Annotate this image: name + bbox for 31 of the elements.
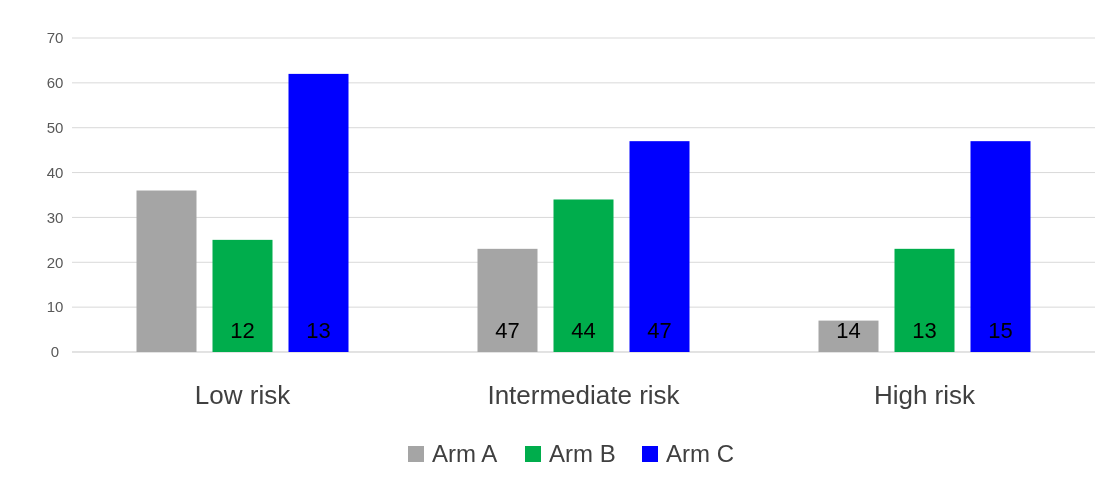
annotation: 15 — [988, 317, 1013, 343]
annotation: 44 — [571, 317, 596, 343]
bar — [288, 73, 349, 352]
bar — [894, 248, 955, 352]
bar — [212, 239, 273, 352]
x-tick-label: High risk — [873, 380, 977, 411]
annotation: 47 — [647, 317, 672, 343]
annotation: 47 — [495, 317, 520, 343]
y-tick-label: 50 — [46, 118, 64, 136]
annotation: 12 — [230, 317, 255, 343]
legend-label: Arm A — [432, 440, 498, 468]
y-tick-label: 40 — [46, 163, 64, 181]
legend-label: Arm C — [666, 440, 734, 468]
annotation: 13 — [912, 317, 937, 343]
x-tick-label: Low risk — [194, 380, 292, 411]
y-tick-label: 60 — [46, 74, 64, 92]
bar — [818, 320, 879, 352]
y-tick-label: 10 — [46, 298, 64, 316]
bar — [477, 248, 538, 352]
y-tick-label: 70 — [46, 29, 64, 47]
x-tick-label: Intermediate risk — [487, 380, 681, 411]
bar — [136, 190, 197, 352]
y-tick-label: 30 — [46, 208, 64, 226]
annotation: 13 — [306, 317, 331, 343]
y-tick-label: 0 — [50, 343, 60, 361]
y-tick-label: 20 — [46, 253, 64, 271]
bar — [629, 141, 690, 352]
bar — [553, 199, 614, 352]
bar — [970, 141, 1031, 352]
legend-label: Arm B — [549, 440, 616, 468]
annotation: 14 — [836, 317, 861, 343]
